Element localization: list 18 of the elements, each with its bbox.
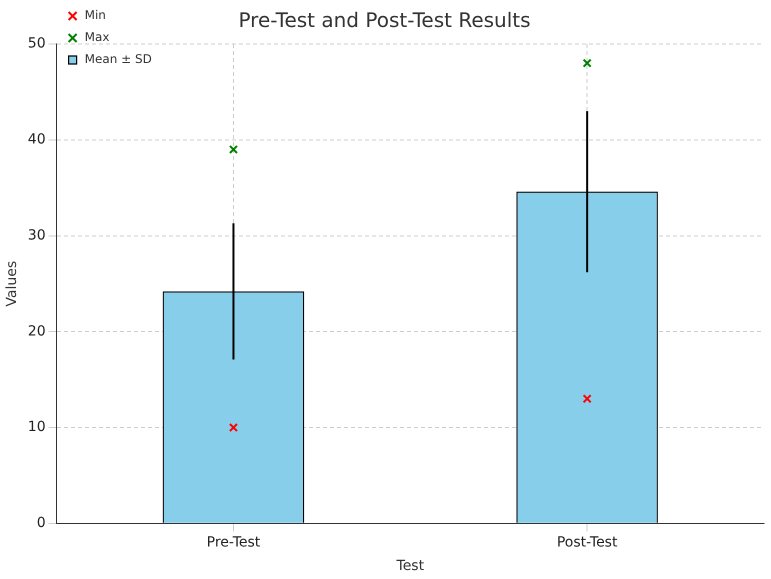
y-tick-label: 50 [28, 36, 46, 52]
y-tick-label: 30 [28, 227, 46, 244]
point [582, 394, 592, 404]
y-tick-label: 20 [28, 323, 46, 340]
point [582, 58, 592, 68]
y-axis-title: Values [4, 260, 20, 307]
point [228, 144, 238, 154]
y-tick-label: 10 [28, 419, 46, 436]
x-axis-title: Test [396, 558, 425, 574]
x-tick-label: Pre-Test [206, 534, 261, 550]
y-tick-label: 40 [28, 132, 46, 148]
x-tick-label: Post-Test [556, 534, 618, 550]
y-tick-label: 0 [36, 515, 46, 532]
point [228, 422, 238, 432]
legend-label: Min [84, 8, 106, 22]
legend-label: Mean ± SD [84, 52, 152, 66]
chart-title: Pre-Test and Post-Test Results [238, 8, 531, 32]
legend-label: Max [84, 30, 110, 44]
